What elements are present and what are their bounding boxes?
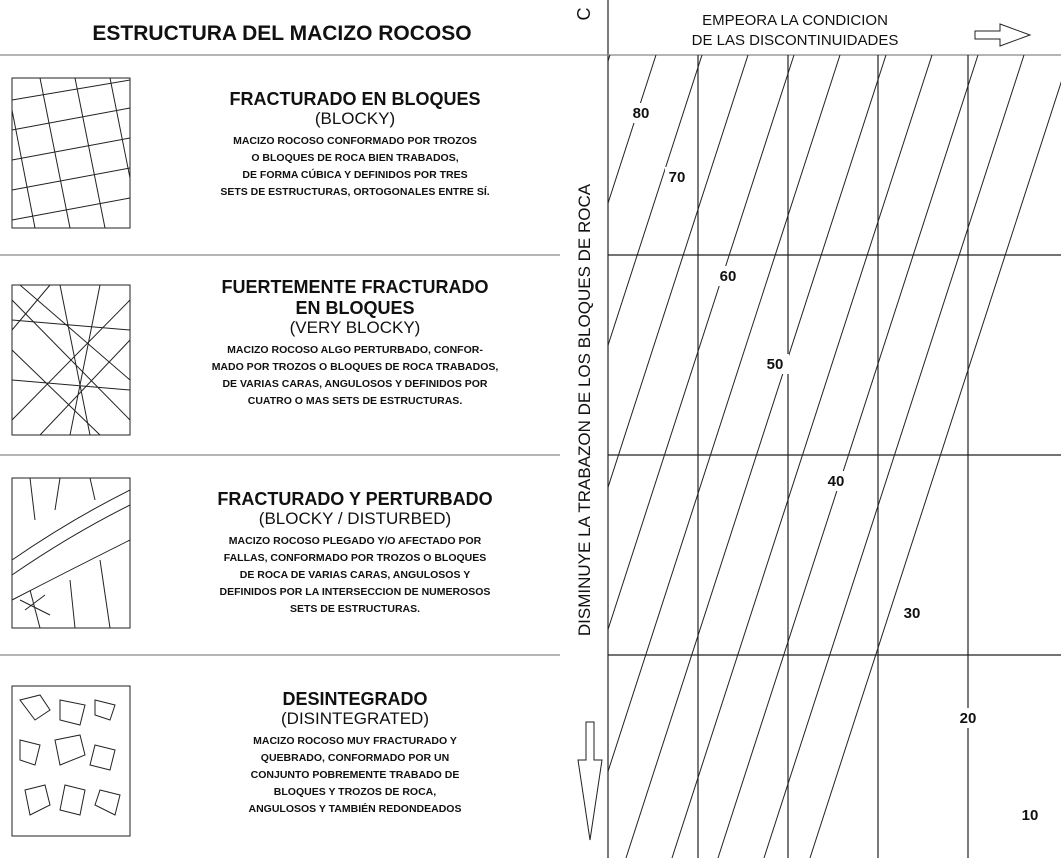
side-axis-label: DISMINUYE LA TRABAZON DE LOS BLOQUES DE … <box>575 183 594 636</box>
row-title: DESINTEGRADO <box>282 689 427 709</box>
contour-line <box>625 55 887 858</box>
row-description: DE VARIAS CARAS, ANGULOSOS Y DEFINIDOS P… <box>222 378 487 390</box>
top-axis-line: EMPEORA LA CONDICION <box>702 12 888 29</box>
contour-line <box>671 55 933 858</box>
contour-line <box>608 55 657 205</box>
row-description: SETS DE ESTRUCTURAS, ORTOGONALES ENTRE S… <box>220 185 489 198</box>
top-axis-line: DE LAS DISCONTINUIDADES <box>692 32 899 49</box>
contour-label: 50 <box>767 356 784 373</box>
contour-line <box>608 55 841 774</box>
corner-fragment: C <box>574 8 594 21</box>
row-subtitle: (BLOCKY / DISTURBED) <box>259 509 451 528</box>
row-description: MACIZO ROCOSO CONFORMADO POR TROZOS <box>233 135 477 147</box>
row-description: O BLOQUES DE ROCA BIEN TRABADOS, <box>251 152 458 164</box>
label-bg <box>763 354 789 374</box>
row-description: MACIZO ROCOSO ALGO PERTURBADO, CONFOR- <box>227 344 483 356</box>
row-subtitle: (BLOCKY) <box>315 109 395 128</box>
contour-line <box>717 55 979 858</box>
contour-label: 30 <box>904 605 921 622</box>
contour-label: 80 <box>633 105 650 122</box>
label-bg <box>956 708 982 728</box>
row-description: DEFINIDOS POR LA INTERSECCION DE NUMEROS… <box>220 586 491 598</box>
contour-line <box>608 55 703 347</box>
icons <box>11 77 131 837</box>
row-title: EN BLOQUES <box>295 298 414 318</box>
label-bg <box>900 603 926 623</box>
contour-lines <box>0 55 1061 858</box>
down-arrow <box>577 721 603 841</box>
row-description: CONJUNTO POBREMENTE TRABADO DE <box>251 769 460 781</box>
label-bg <box>716 266 742 286</box>
contour-label: 40 <box>828 473 845 490</box>
contour-line <box>0 55 242 858</box>
label-bg <box>824 471 850 491</box>
contour-label: 10 <box>1022 807 1039 824</box>
contour-line <box>608 55 795 632</box>
contour-line <box>608 55 749 490</box>
row-description: DE ROCA DE VARIAS CARAS, ANGULOSOS Y <box>240 569 470 581</box>
row-subtitle: (DISINTEGRATED) <box>281 709 429 728</box>
contour-line <box>0 55 150 858</box>
header-title: ESTRUCTURA DEL MACIZO ROCOSO <box>92 22 471 45</box>
row-description: QUEBRADO, CONFORMADO POR UN <box>261 752 449 764</box>
row-title: FRACTURADO Y PERTURBADO <box>217 489 492 509</box>
row-title: FUERTEMENTE FRACTURADO <box>222 277 489 297</box>
row-subtitle: (VERY BLOCKY) <box>290 318 421 337</box>
contour-line <box>809 81 1061 858</box>
label-bg <box>665 167 691 187</box>
contour-label: 60 <box>720 268 737 285</box>
contour-line <box>763 55 1025 858</box>
label-bg <box>629 103 655 123</box>
row-description: MACIZO ROCOSO PLEGADO Y/O AFECTADO POR <box>229 535 482 547</box>
row-description: CUATRO O MAS SETS DE ESTRUCTURAS. <box>248 395 463 407</box>
right-arrow <box>974 23 1032 47</box>
contour-label: 70 <box>669 169 686 186</box>
row-description: MADO POR TROZOS O BLOQUES DE ROCA TRABAD… <box>212 361 499 373</box>
row-description: ANGULOSOS Y TAMBIÉN REDONDEADOS <box>249 802 462 815</box>
row-description: FALLAS, CONFORMADO POR TROZOS O BLOQUES <box>224 552 487 564</box>
row-description: DE FORMA CÚBICA Y DEFINIDOS POR TRES <box>242 168 467 181</box>
contour-line <box>0 55 196 858</box>
row-description: MACIZO ROCOSO MUY FRACTURADO Y <box>253 735 457 747</box>
label-bg <box>1018 805 1044 825</box>
contour-label: 20 <box>960 710 977 727</box>
row-description: BLOQUES Y TROZOS DE ROCA, <box>274 786 436 798</box>
row-description: SETS DE ESTRUCTURAS. <box>290 603 420 615</box>
row-title: FRACTURADO EN BLOQUES <box>230 89 481 109</box>
